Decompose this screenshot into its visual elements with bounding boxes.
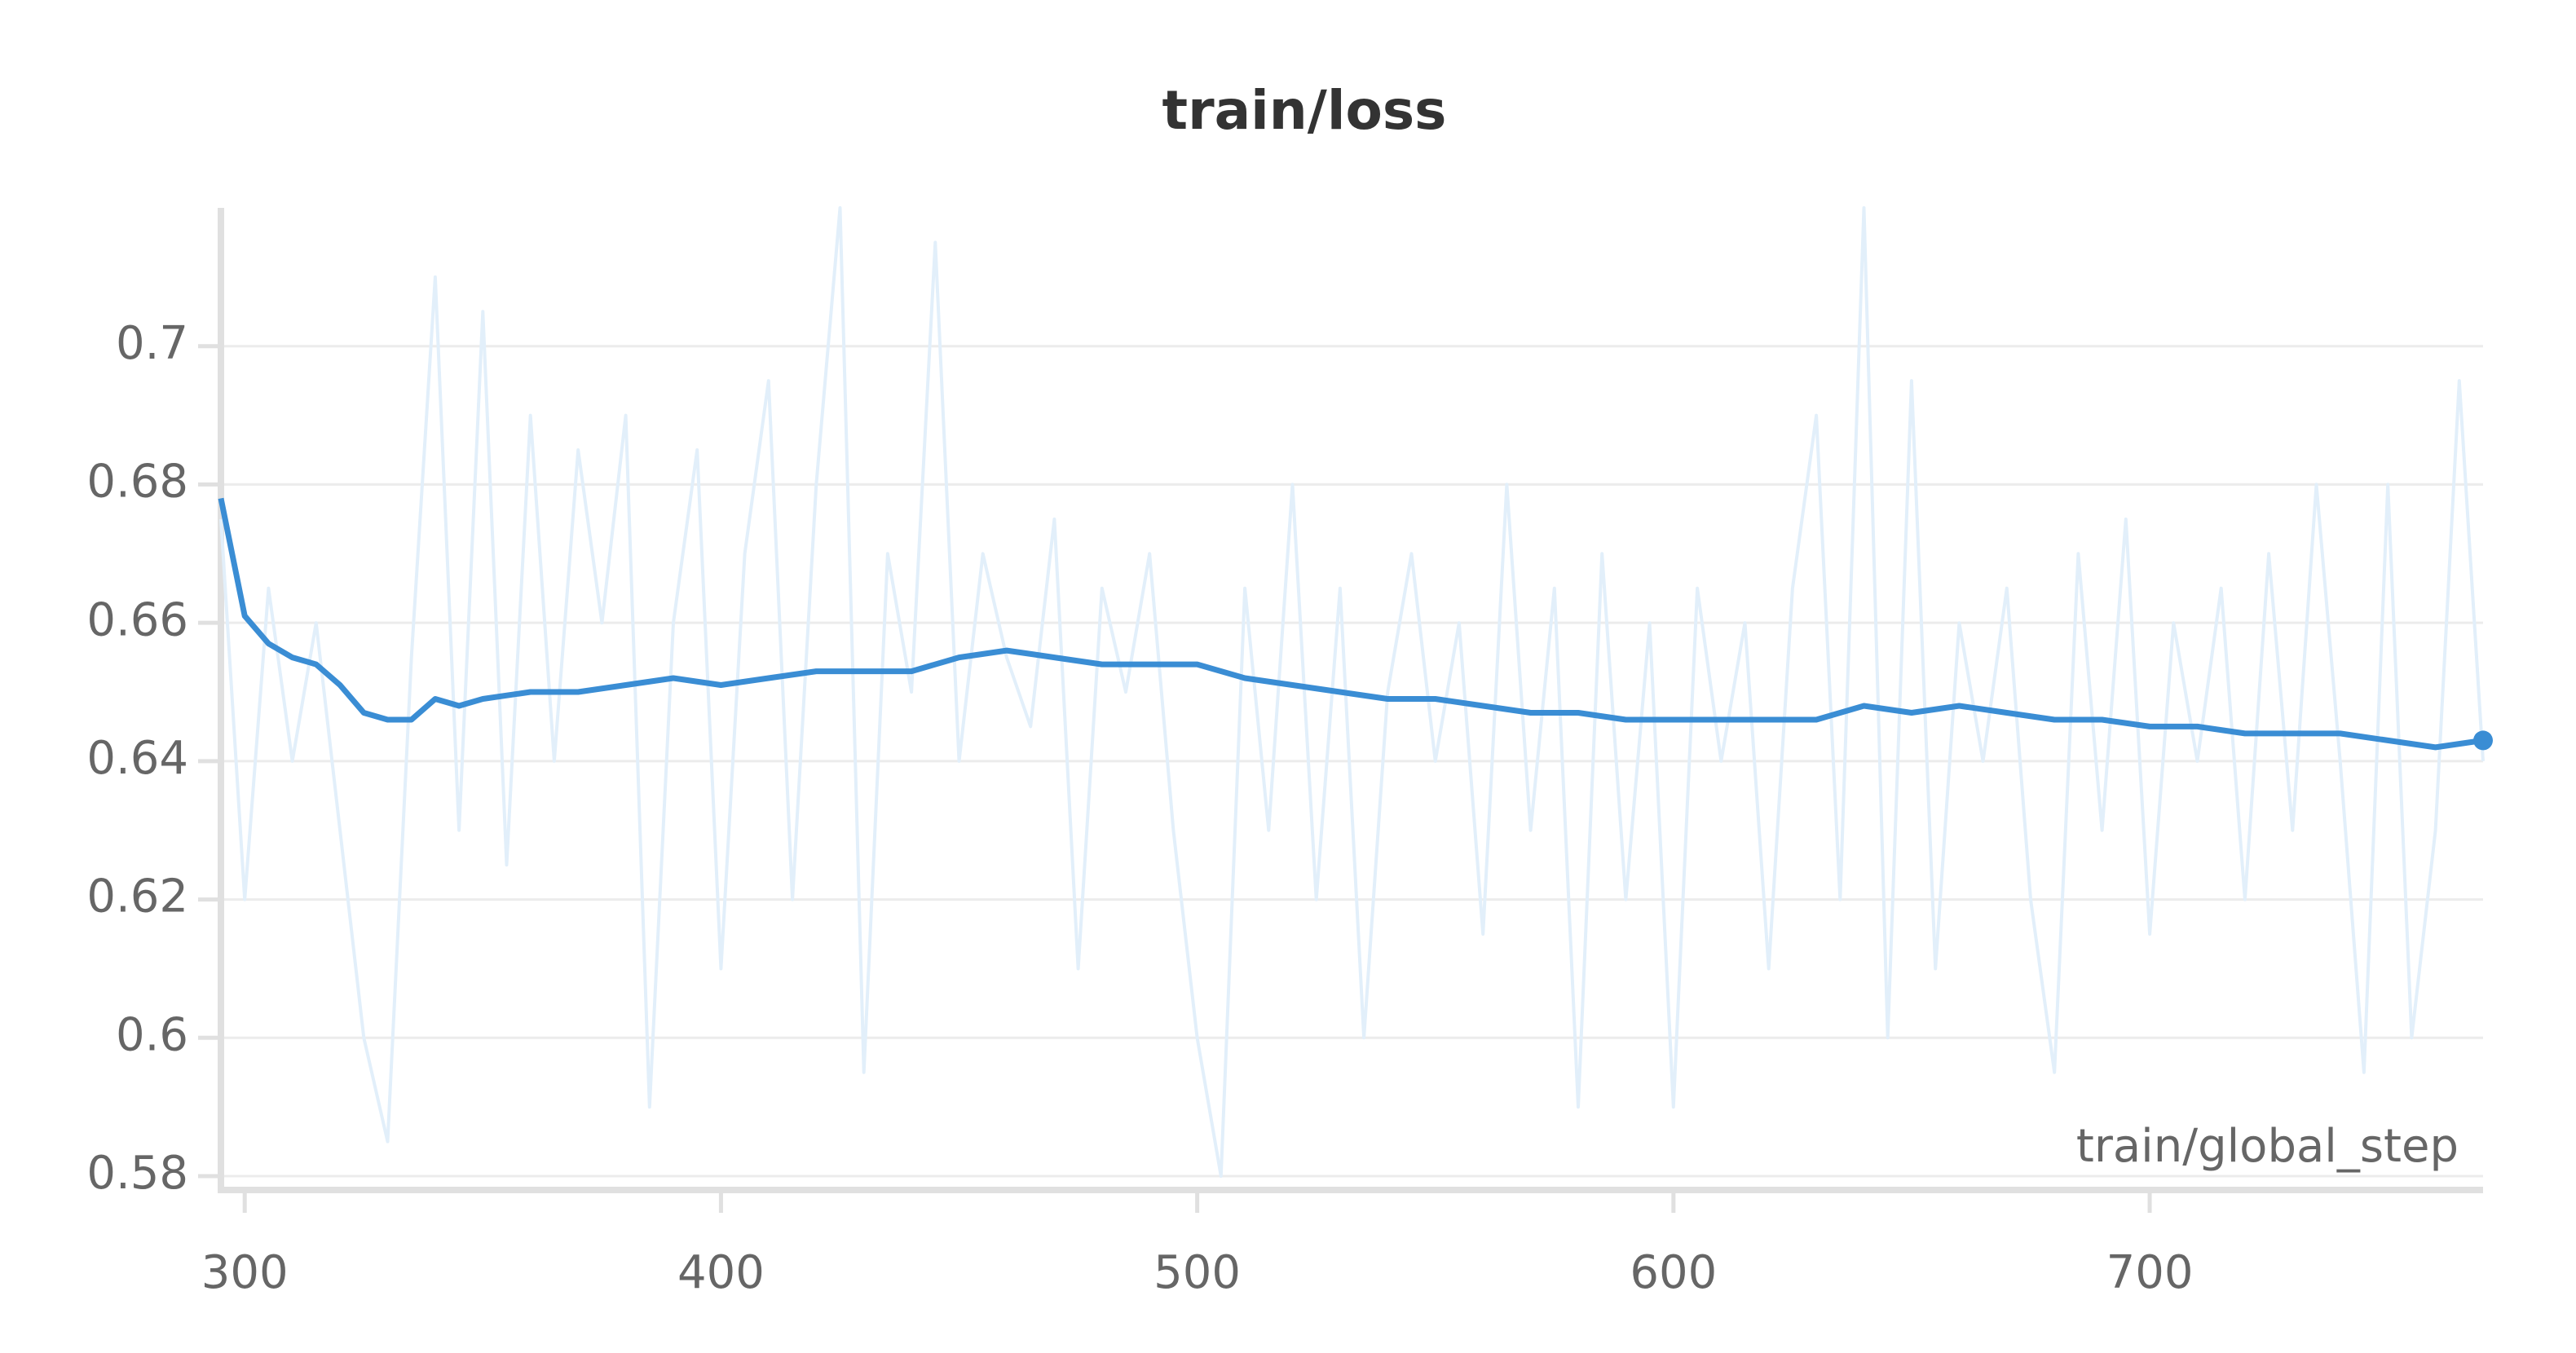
y-tick-label: 0.64 [86,732,188,785]
x-axis-label: train/global_step [2076,1120,2459,1173]
y-tick-label: 0.7 [116,317,188,370]
chart-title: train/loss [1162,79,1447,142]
x-tick-label: 500 [1153,1246,1241,1299]
x-tick-label: 400 [677,1246,765,1299]
end-point [2473,730,2493,751]
x-tick-label: 600 [1630,1246,1717,1299]
y-tick-label: 0.62 [86,870,188,923]
x-tick-label: 300 [201,1246,289,1299]
x-tick-label: 700 [2106,1246,2194,1299]
y-tick-label: 0.6 [116,1008,188,1061]
series-line [219,206,2485,1178]
y-tick-label: 0.66 [86,593,188,646]
y-tick-label: 0.58 [86,1147,188,1200]
y-tick-label: 0.68 [86,456,188,509]
series-line [218,497,2484,751]
